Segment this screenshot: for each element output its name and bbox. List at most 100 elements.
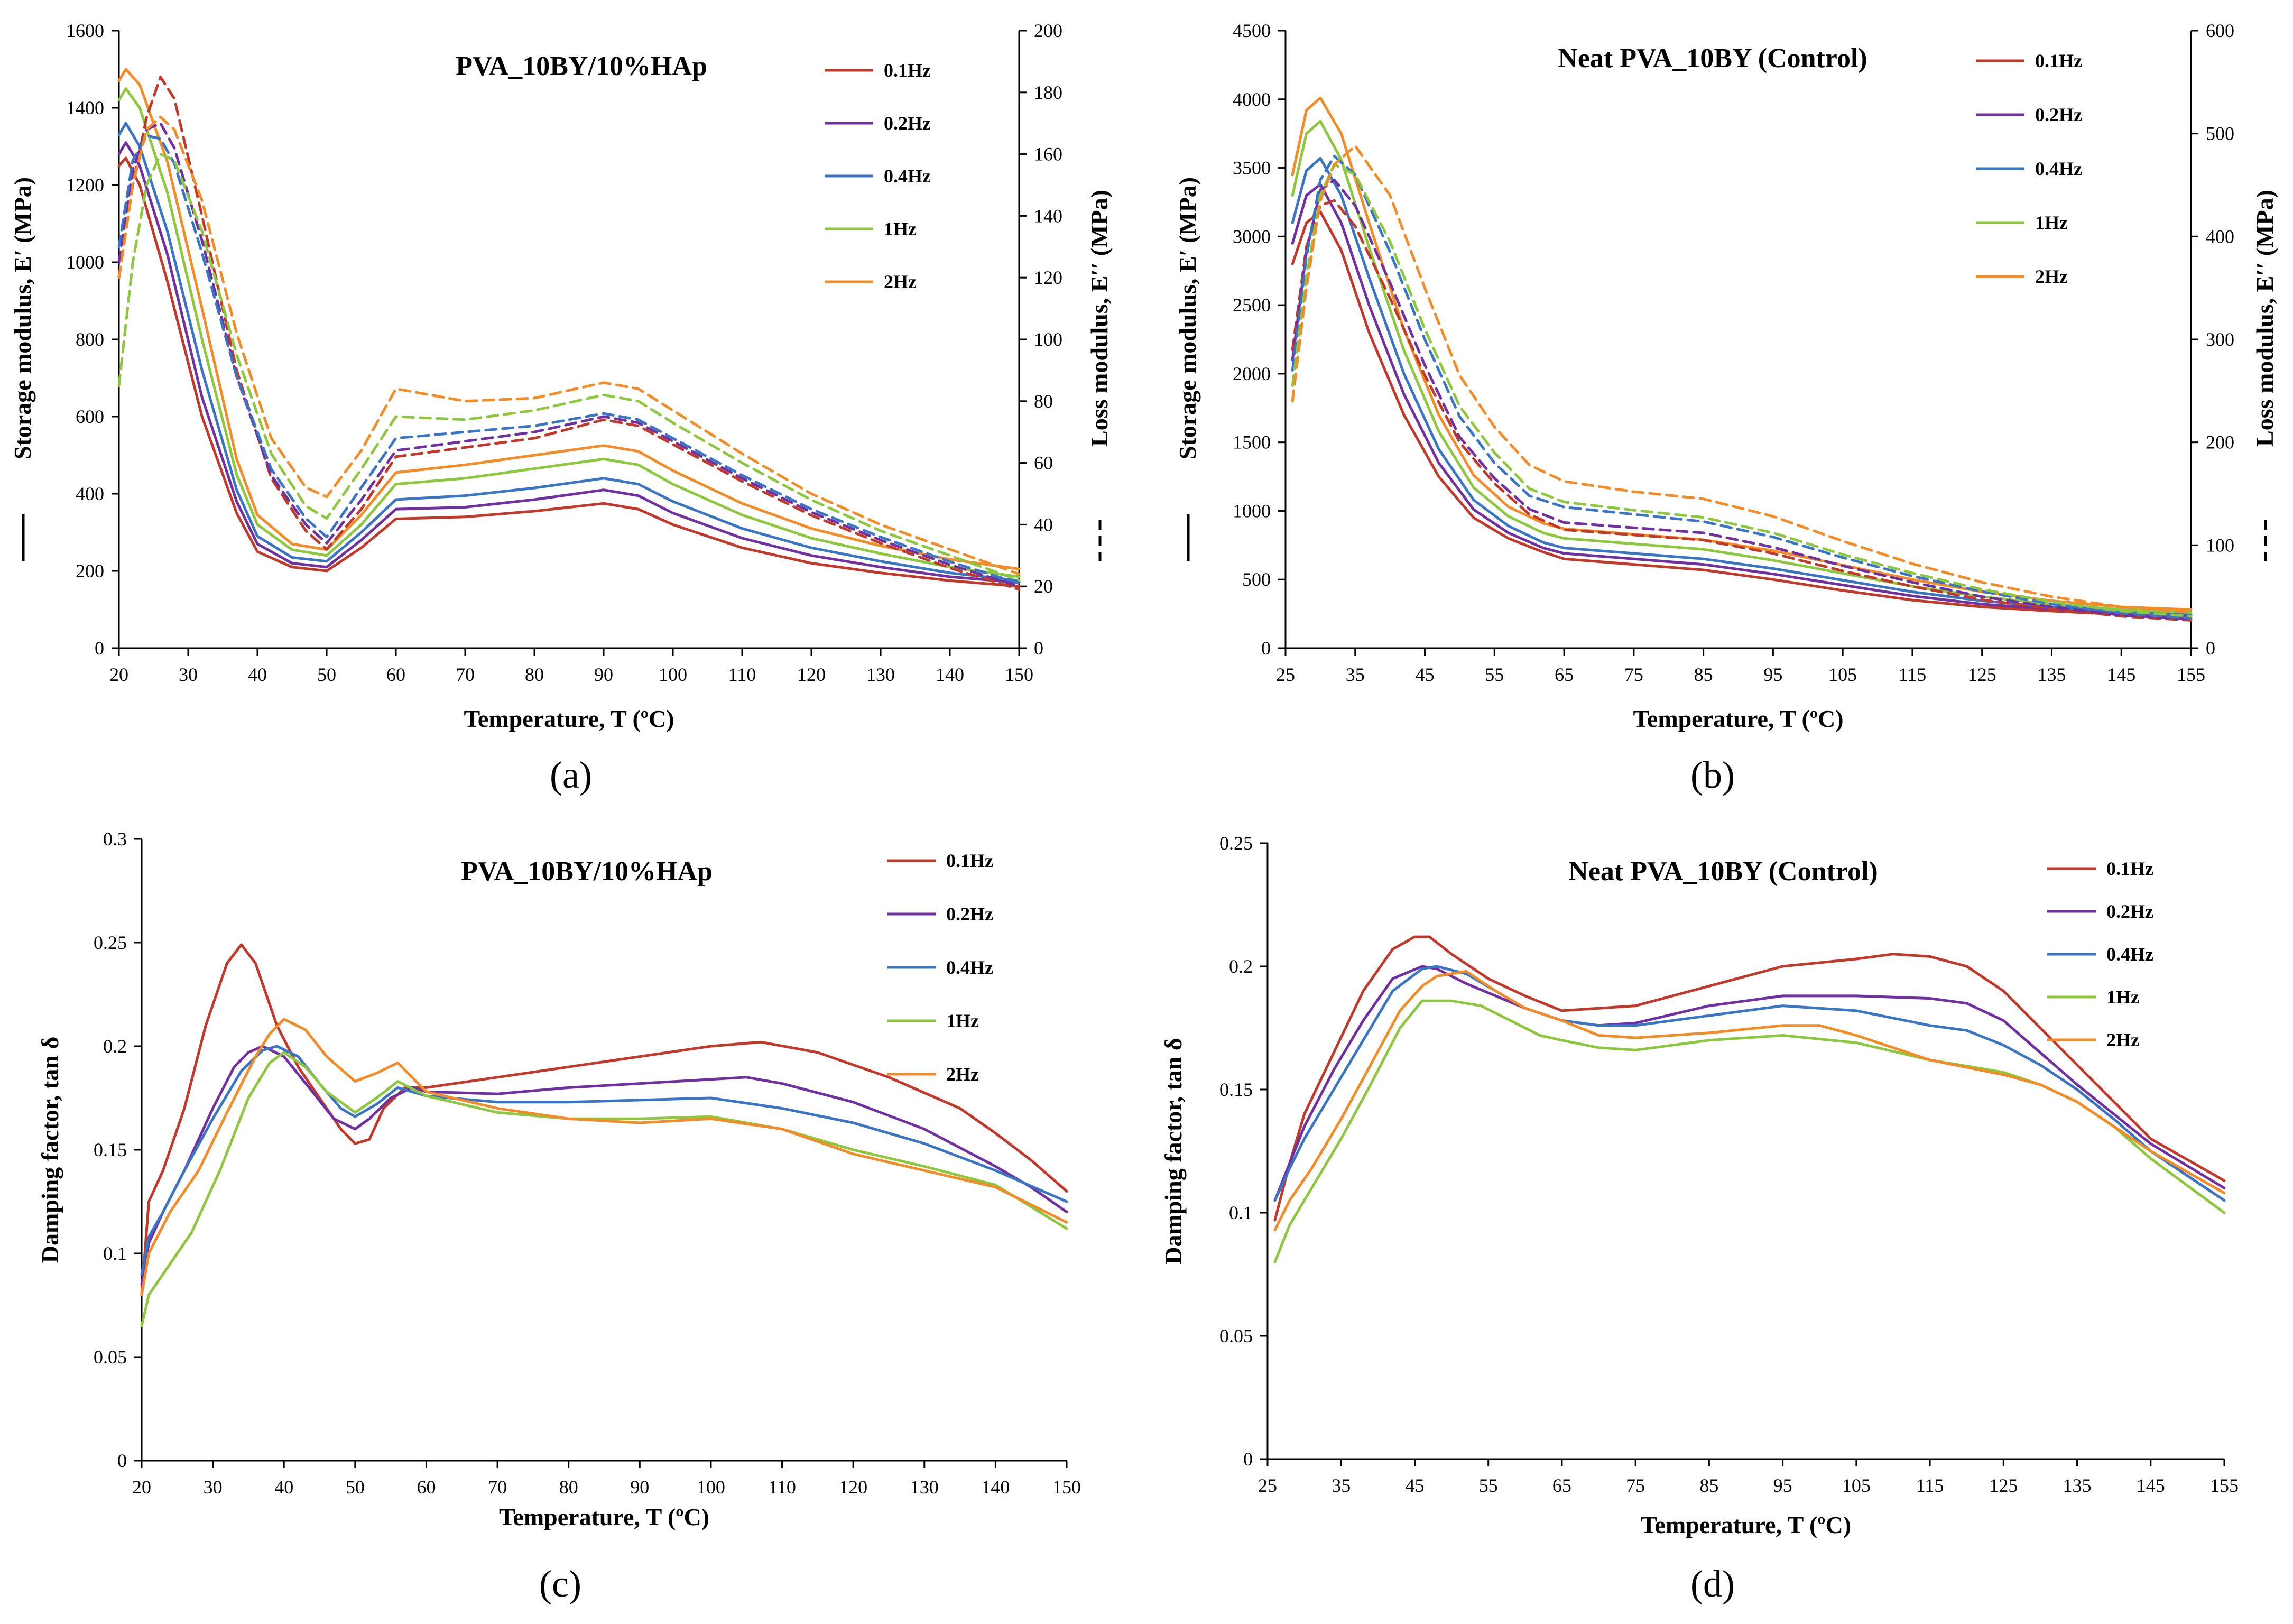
series-line-0_4Hz <box>117 122 1021 582</box>
x-tick-label: 20 <box>132 1477 151 1498</box>
y-tick-label: 0.1 <box>1229 1202 1253 1223</box>
legend-label: 0.2Hz <box>946 903 993 925</box>
y-tick-label: 200 <box>76 560 104 582</box>
series-line-0_2Hz-loss <box>1291 178 2193 621</box>
legend: 0.1Hz 0.2Hz 0.4Hz 1Hz 2Hz <box>2047 858 2153 1050</box>
x-tick-label: 95 <box>1763 664 1782 685</box>
legend-label: 1Hz <box>946 1010 979 1031</box>
x-tick-label: 45 <box>1405 1475 1424 1496</box>
x-tick-label: 110 <box>728 664 756 685</box>
y2-tick-label: 120 <box>1034 267 1062 288</box>
series-line-1Hz-loss <box>117 153 1021 582</box>
x-tick-label: 90 <box>630 1477 649 1498</box>
series-line-1Hz <box>117 87 1021 578</box>
y-tick-label: 800 <box>76 329 104 350</box>
x-axis-title: Temperature, T (ºC) <box>1633 705 1843 732</box>
y2-tick-label: 300 <box>2206 329 2234 350</box>
x-tick-label: 135 <box>2037 664 2066 685</box>
series-line-0_4Hz-loss <box>1291 155 2193 620</box>
y-tick-label: 0.1 <box>103 1243 127 1264</box>
x-tick-label: 130 <box>910 1477 939 1498</box>
x-tick-label: 115 <box>1899 664 1927 685</box>
x-tick-label: 75 <box>1624 664 1643 685</box>
x-tick-label: 60 <box>386 664 405 685</box>
series-line-0_1Hz <box>1273 935 2226 1222</box>
x-tick-label: 135 <box>2063 1475 2092 1496</box>
y2-tick-label: 500 <box>2206 123 2234 144</box>
y2-tick-label: 0 <box>1034 638 1043 659</box>
y-tick-label: 2000 <box>1233 363 1271 384</box>
y2-tick-label: 200 <box>1034 20 1062 41</box>
x-tick-label: 40 <box>248 664 267 685</box>
y-axis-title: Damping factor, tan δ <box>36 1037 63 1263</box>
series-line-0_2Hz <box>117 141 1021 584</box>
legend-label: 2Hz <box>2106 1029 2139 1050</box>
y-tick-label: 1000 <box>1233 500 1271 521</box>
x-tick-label: 130 <box>866 664 895 685</box>
chart-title: PVA_10BY/10%HAp <box>461 856 713 887</box>
series-line-0_4Hz <box>1273 965 2226 1202</box>
panel-label: (a) <box>550 754 592 796</box>
chart-panel-a: 20 30 40 50 60 70 80 90 100 110 120 130 140 150020040… <box>9 20 1113 796</box>
legend-label: 0.4Hz <box>2035 158 2082 179</box>
x-axis-title: Temperature, T (ºC) <box>464 705 674 732</box>
y-axis-title: Storage modulus, E′ (MPa) <box>1174 177 1201 459</box>
x-axis-title: Temperature, T (ºC) <box>1641 1511 1851 1538</box>
y-tick-label: 0.2 <box>1229 956 1253 977</box>
x-tick-label: 150 <box>1052 1477 1081 1498</box>
x-tick-label: 55 <box>1479 1475 1498 1496</box>
chart-panel-c: 20 30 40 50 60 70 80 90 100 110 120 130 140 150 0 0.05 0… <box>36 828 1081 1605</box>
y-tick-label: 0.05 <box>1219 1325 1253 1346</box>
series-line-0_1Hz <box>1291 210 2193 618</box>
x-tick-label: 30 <box>204 1477 223 1498</box>
panel-label: (d) <box>1690 1563 1735 1605</box>
series-line-0_2Hz <box>140 1045 1068 1286</box>
legend: 0.1Hz 0.2Hz 0.4Hz 1Hz 2Hz <box>887 850 993 1085</box>
series-line-0_2Hz <box>1291 183 2193 617</box>
chart-title: Neat PVA_10BY (Control) <box>1558 43 1867 73</box>
x-tick-label: 40 <box>274 1477 293 1498</box>
x-tick-label: 85 <box>1694 664 1713 685</box>
y2-tick-label: 100 <box>1034 329 1062 350</box>
legend-label: 0.2Hz <box>884 113 931 134</box>
x-tick-label: 125 <box>1968 664 1996 685</box>
x-tick-label: 140 <box>936 664 964 685</box>
y-tick-label: 0.25 <box>94 932 127 953</box>
y2-tick-label: 40 <box>1034 514 1053 535</box>
x-tick-label: 35 <box>1332 1475 1351 1496</box>
y-tick-label: 0.15 <box>94 1139 127 1160</box>
y-tick-label: 0 <box>117 1450 127 1471</box>
y2-tick-label: 600 <box>2206 20 2234 41</box>
legend-label: 0.1Hz <box>946 850 993 871</box>
x-tick-label: 50 <box>346 1477 365 1498</box>
x-tick-label: 65 <box>1555 664 1574 685</box>
x-tick-label: 120 <box>797 664 826 685</box>
x-tick-label: 50 <box>317 664 336 685</box>
x-tick-label: 20 <box>109 664 128 685</box>
y-tick-label: 0 <box>95 638 104 659</box>
y2-tick-label: 180 <box>1034 82 1062 103</box>
series-line-0_1Hz-loss <box>1291 199 2193 622</box>
legend-label: 1Hz <box>884 218 917 239</box>
series-line-0_4Hz-loss <box>117 134 1021 585</box>
y-tick-label: 500 <box>1242 569 1271 590</box>
y2-tick-label: 100 <box>2206 534 2234 556</box>
x-tick-label: 155 <box>2177 664 2205 685</box>
x-tick-label: 155 <box>2210 1475 2239 1496</box>
legend-label: 1Hz <box>2106 986 2139 1008</box>
x-tick-label: 105 <box>1842 1475 1871 1496</box>
panel-label: (c) <box>539 1563 581 1605</box>
series-line-2Hz <box>140 1018 1068 1296</box>
y2-axis-title: Loss modulus, E′′ (MPa) <box>1086 190 1113 447</box>
y2-tick-label: 80 <box>1034 391 1053 412</box>
series-line-0_4Hz <box>1291 156 2193 616</box>
y2-tick-label: 0 <box>2206 638 2215 659</box>
y-tick-label: 0.15 <box>1219 1079 1253 1100</box>
legend-label: 2Hz <box>884 271 917 292</box>
x-tick-label: 70 <box>488 1477 507 1498</box>
y-tick-label: 0.3 <box>103 828 127 850</box>
x-tick-label: 100 <box>697 1477 725 1498</box>
legend-label: 1Hz <box>2035 212 2068 233</box>
y2-tick-label: 400 <box>2206 226 2234 247</box>
y2-tick-label: 140 <box>1034 205 1062 226</box>
